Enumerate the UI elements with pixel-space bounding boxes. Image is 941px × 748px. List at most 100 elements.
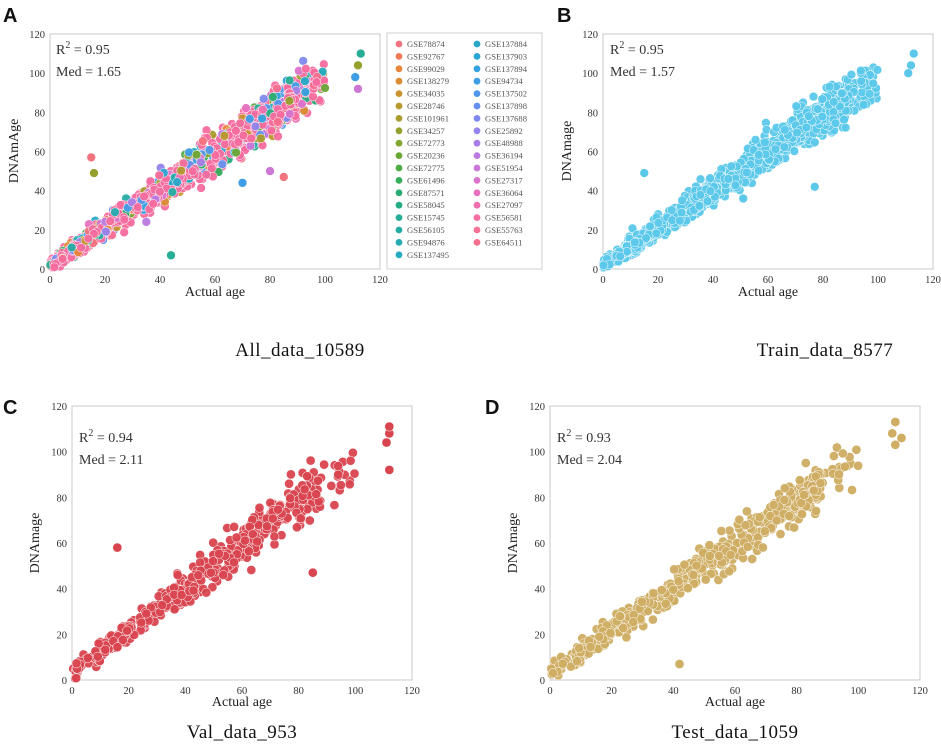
data-point [313, 475, 323, 486]
y-tick-label: 0 [540, 676, 545, 687]
data-point [637, 596, 647, 607]
x-tick-label: 100 [870, 275, 886, 286]
legend-marker [395, 251, 403, 259]
data-point [794, 475, 805, 486]
data-point [780, 125, 790, 135]
data-point [92, 651, 103, 662]
data-point [196, 157, 206, 167]
data-point [269, 531, 280, 542]
data-point [754, 166, 764, 176]
data-point [176, 166, 186, 176]
data-point [896, 433, 907, 443]
data-point [694, 201, 705, 211]
legend-entry: GSE101961 [407, 113, 449, 123]
data-point [273, 504, 283, 515]
legend-marker [473, 40, 481, 48]
data-point [237, 178, 248, 188]
data-point [688, 570, 699, 580]
data-point [262, 521, 272, 532]
data-point [350, 72, 360, 82]
data-point [829, 97, 839, 107]
data-point [273, 131, 283, 142]
data-point [675, 216, 685, 226]
data-point [824, 82, 835, 92]
legend-marker [395, 77, 403, 85]
data-point [639, 168, 649, 178]
data-point [119, 227, 129, 237]
y-tick-label: 80 [57, 493, 68, 504]
legend-marker [395, 65, 403, 73]
data-point [868, 78, 878, 89]
y-tick-label: 20 [588, 226, 599, 237]
legend-entry: GSE94876 [407, 237, 445, 247]
x-tick-label: 40 [180, 686, 191, 697]
data-point [344, 479, 355, 490]
data-point [700, 574, 711, 585]
legend-entry: GSE64511 [485, 237, 522, 247]
x-tick-label: 80 [265, 275, 276, 286]
data-point [57, 254, 68, 264]
data-point [101, 226, 111, 237]
data-point [196, 183, 206, 193]
data-point [808, 91, 819, 102]
data-point [279, 172, 289, 182]
y-tick-label: 20 [57, 630, 68, 641]
data-point [250, 121, 261, 132]
data-point [141, 608, 152, 619]
legend-marker [473, 115, 481, 122]
data-point [800, 458, 811, 468]
legend-entry: GSE137898 [485, 101, 527, 111]
x-tick-label: 120 [925, 275, 941, 286]
data-point [305, 455, 316, 466]
data-point [166, 250, 176, 260]
legend-entry: GSE56581 [485, 213, 523, 223]
x-tick-label: 100 [850, 686, 866, 697]
data-point [714, 551, 724, 561]
data-point [837, 88, 847, 99]
data-point [112, 642, 123, 652]
legend-entry: GSE36064 [485, 188, 523, 198]
legend-entry: GSE20236 [407, 151, 445, 161]
data-point [89, 168, 99, 178]
data-point [704, 540, 715, 551]
x-tick-label: 40 [155, 275, 166, 286]
data-point [191, 150, 202, 160]
y-tick-label: 100 [582, 69, 598, 80]
data-point [853, 460, 863, 471]
data-point [219, 131, 230, 141]
data-point [273, 117, 283, 127]
data-point [645, 221, 655, 232]
y-tick-label: 100 [529, 448, 545, 459]
legend-entry: GSE72775 [407, 163, 445, 173]
legend-marker [395, 214, 403, 222]
panel-letter: B [557, 5, 571, 27]
r-squared-label: R2 = 0.95 [610, 40, 664, 58]
data-point [594, 631, 605, 642]
data-point [110, 207, 120, 217]
data-point [265, 166, 275, 176]
data-point [760, 137, 770, 148]
data-point [258, 104, 268, 115]
data-point [301, 64, 311, 74]
data-point [770, 144, 781, 154]
y-tick-label: 120 [29, 30, 45, 41]
y-tick-label: 80 [535, 493, 546, 504]
data-point [653, 218, 664, 228]
x-tick-label: 20 [100, 275, 111, 286]
data-point [906, 60, 916, 70]
y-axis-label: DNAmage [506, 513, 521, 574]
y-tick-label: 60 [588, 148, 599, 159]
data-point [204, 145, 215, 155]
y-tick-label: 40 [535, 585, 546, 596]
x-axis-label: Actual age [212, 695, 272, 710]
y-tick-label: 60 [57, 539, 68, 550]
data-point [311, 77, 322, 87]
data-point [768, 500, 779, 510]
legend-entry: GSE137894 [485, 64, 528, 74]
data-point [172, 177, 182, 187]
data-point [257, 113, 267, 124]
legend-marker [395, 189, 403, 197]
data-point [792, 127, 802, 138]
legend-marker [395, 127, 403, 135]
data-point [754, 150, 764, 160]
